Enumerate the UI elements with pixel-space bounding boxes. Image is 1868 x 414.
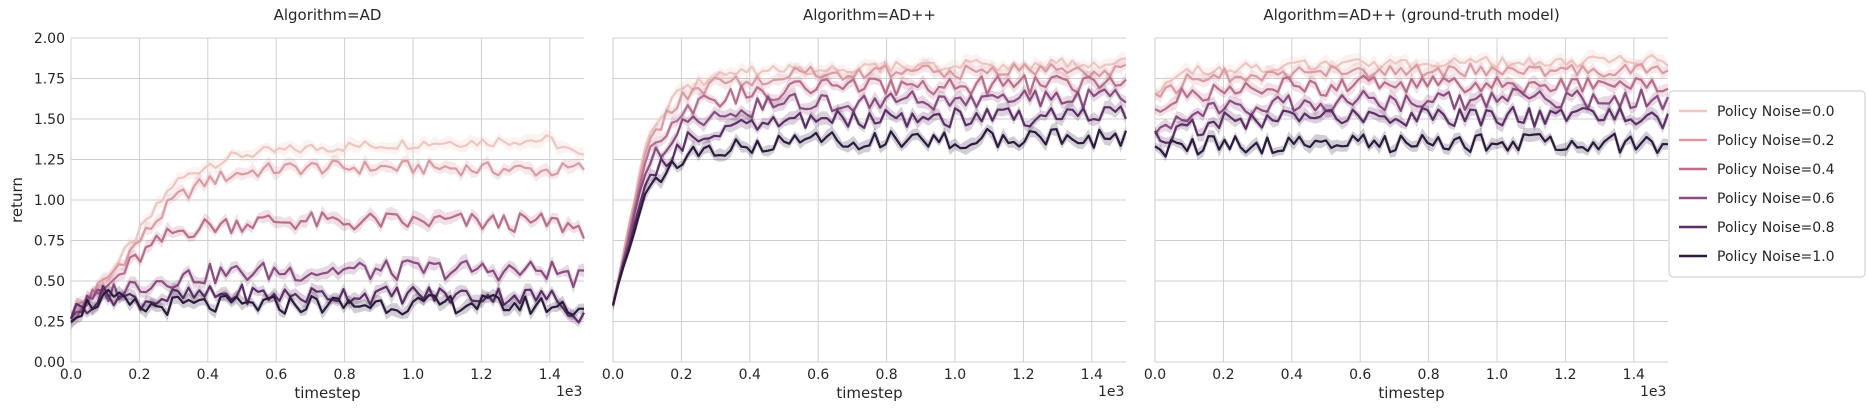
- y-tick-label: 0.25: [34, 315, 65, 331]
- y-axis-label: return: [8, 177, 26, 223]
- subplot-title: Algorithm=AD++: [803, 6, 936, 24]
- x-tick-label: 0.8: [875, 367, 897, 383]
- series-line-Policy Noise=0.6: [611, 88, 1127, 306]
- subplot-adpp: Algorithm=AD++ 0.0 0.2 0.4 0.6 0.8 1.0 1.2 1.41e…: [602, 6, 1128, 402]
- x-axis-offset-label: 1e3: [1098, 384, 1124, 400]
- x-tick-label: 1.2: [470, 367, 492, 383]
- series-line-Policy Noise=1.0: [70, 288, 585, 323]
- confidence-band-Policy Noise=0.4: [71, 205, 584, 327]
- series-line-Policy Noise=0.4: [611, 74, 1127, 306]
- series-line-Policy Noise=0.4: [1154, 74, 1669, 113]
- x-tick-label: 1.4: [1081, 367, 1103, 383]
- x-tick-label: 0.4: [197, 367, 219, 383]
- y-tick-label: 1.75: [34, 72, 65, 88]
- y-tick-label: 1.50: [34, 112, 65, 128]
- confidence-band-Policy Noise=0.6: [1155, 81, 1668, 141]
- series-line-Policy Noise=1.0: [1154, 132, 1669, 158]
- x-tick-label: 0.2: [1212, 367, 1234, 383]
- legend: Policy Noise=0.0 Policy Noise=0.2 Policy N…: [1668, 90, 1866, 278]
- series-line-Policy Noise=0.6: [1154, 87, 1670, 135]
- y-tick-label: 1.25: [34, 153, 65, 169]
- confidence-band-Policy Noise=0.0: [71, 128, 584, 324]
- series-line-Policy Noise=0.4: [70, 211, 586, 324]
- confidence-band-Policy Noise=0.6: [71, 253, 584, 325]
- x-tick-label: 1.0: [1486, 367, 1508, 383]
- x-tick-label: 1.4: [1623, 367, 1645, 383]
- series-line-Policy Noise=0.0: [69, 134, 585, 320]
- series-line-Policy Noise=0.2: [1154, 62, 1669, 98]
- x-axis-offset-label: 1e3: [556, 384, 582, 400]
- x-axis-label: timestep: [1378, 384, 1444, 402]
- subplot-adgt: Algorithm=AD++ (ground-truth model) 0.0 0.…: [1144, 6, 1670, 402]
- y-tick-label: 0.00: [34, 355, 65, 371]
- x-tick-label: 0.6: [1349, 367, 1371, 383]
- x-tick-label: 1.0: [402, 367, 424, 383]
- x-tick-label: 0.2: [128, 367, 150, 383]
- y-tick-label: 2.00: [34, 31, 65, 47]
- x-tick-label: 0.0: [60, 367, 82, 383]
- y-tick-label: 0.75: [34, 234, 65, 250]
- x-tick-label: 0.6: [807, 367, 829, 383]
- x-tick-label: 1.2: [1012, 367, 1034, 383]
- x-tick-label: 0.0: [602, 367, 624, 383]
- x-axis-label: timestep: [836, 384, 902, 402]
- x-axis-offset-label: 1e3: [1640, 384, 1666, 400]
- x-tick-label: 1.0: [944, 367, 966, 383]
- x-tick-label: 0.4: [1281, 367, 1303, 383]
- x-axis-label: timestep: [294, 384, 360, 402]
- series-line-Policy Noise=0.6: [70, 259, 585, 320]
- x-tick-label: 0.6: [265, 367, 287, 383]
- legend-label: Policy Noise=0.6: [1717, 191, 1835, 207]
- series-line-Policy Noise=0.2: [69, 159, 585, 319]
- x-tick-label: 0.2: [670, 367, 692, 383]
- x-tick-label: 1.4: [539, 367, 561, 383]
- legend-box: [1668, 90, 1866, 278]
- series-line-Policy Noise=0.8: [611, 105, 1128, 306]
- legend-label: Policy Noise=0.2: [1717, 133, 1835, 149]
- series-line-Policy Noise=0.8: [69, 283, 585, 324]
- legend-label: Policy Noise=0.8: [1717, 220, 1835, 236]
- x-tick-label: 0.8: [1417, 367, 1439, 383]
- x-tick-label: 0.4: [739, 367, 761, 383]
- x-tick-label: 0.8: [333, 367, 355, 383]
- legend-label: Policy Noise=0.4: [1717, 162, 1835, 178]
- y-tick-label: 0.50: [34, 274, 65, 290]
- series-line-Policy Noise=0.8: [1154, 105, 1670, 144]
- legend-label: Policy Noise=1.0: [1717, 249, 1835, 265]
- subplot-title: Algorithm=AD++ (ground-truth model): [1263, 6, 1559, 24]
- subplot-title: Algorithm=AD: [274, 6, 382, 24]
- confidence-band-Policy Noise=0.4: [613, 69, 1126, 310]
- series-line-Policy Noise=0.2: [611, 62, 1127, 304]
- x-tick-label: 1.2: [1554, 367, 1576, 383]
- legend-label: Policy Noise=0.0: [1717, 104, 1835, 120]
- series-line-Policy Noise=1.0: [611, 127, 1128, 306]
- y-tick-label: 1.00: [34, 193, 65, 209]
- x-tick-label: 0.0: [1144, 367, 1166, 383]
